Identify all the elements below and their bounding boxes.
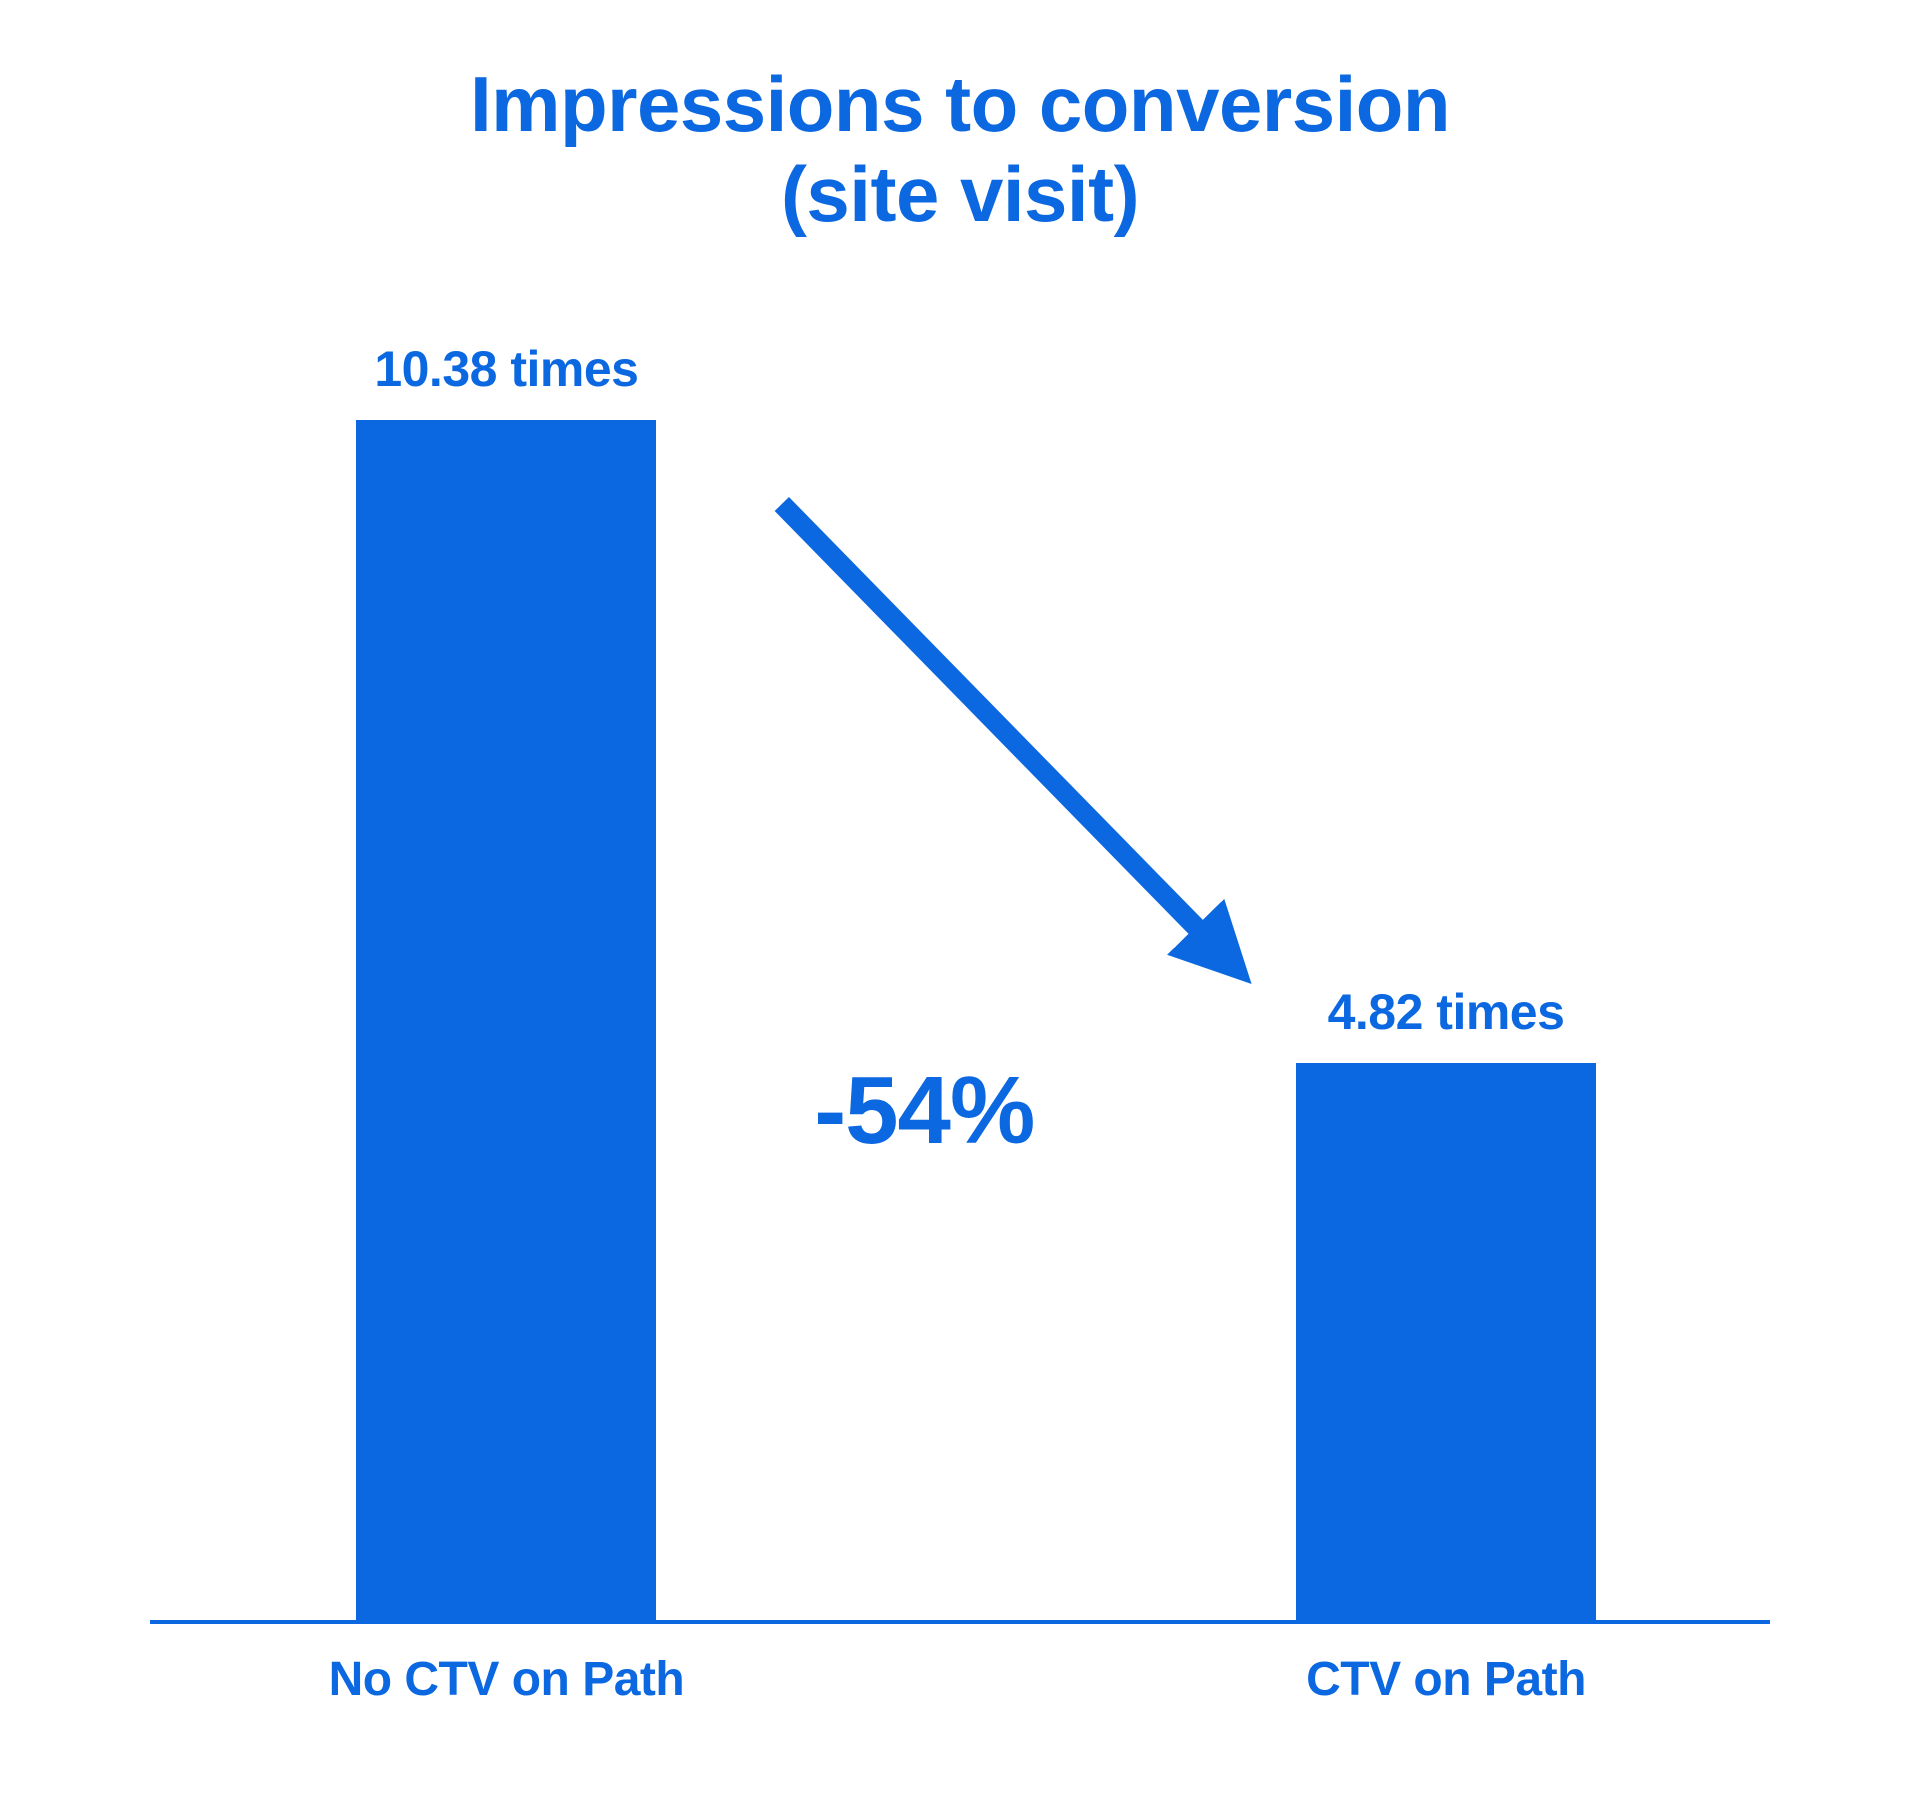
chart-title: Impressions to conversion (site visit) — [0, 60, 1920, 239]
chart-title-line1: Impressions to conversion — [0, 60, 1920, 150]
bar-rect-1 — [1296, 1063, 1596, 1620]
bar-0: 10.38 timesNo CTV on Path — [356, 420, 656, 1620]
bar-rect-0 — [356, 420, 656, 1620]
bar-value-label-1: 4.82 times — [1328, 983, 1565, 1041]
plot-area: -54% 10.38 timesNo CTV on Path 4.82 times… — [150, 420, 1770, 1620]
x-axis-label-1: CTV on Path — [1306, 1652, 1586, 1707]
bar-1: 4.82 timesCTV on Path — [1296, 1063, 1596, 1620]
chart-container: Impressions to conversion (site visit) -… — [0, 0, 1920, 1800]
chart-title-line2: (site visit) — [0, 150, 1920, 240]
delta-label: -54% — [814, 1056, 1034, 1166]
x-axis-label-0: No CTV on Path — [329, 1652, 685, 1707]
x-axis-baseline — [150, 1620, 1770, 1624]
bar-value-label-0: 10.38 times — [374, 340, 638, 398]
